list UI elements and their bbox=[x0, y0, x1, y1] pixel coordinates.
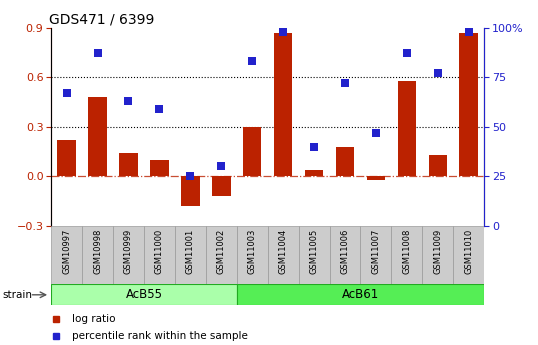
Bar bbox=[428, 155, 447, 176]
Text: AcB55: AcB55 bbox=[125, 288, 162, 301]
Bar bbox=[267, 226, 299, 285]
Text: GDS471 / 6399: GDS471 / 6399 bbox=[49, 12, 154, 27]
Bar bbox=[398, 80, 416, 176]
Point bbox=[279, 29, 287, 34]
Text: GSM11006: GSM11006 bbox=[341, 229, 350, 274]
Bar bbox=[57, 140, 76, 176]
Bar bbox=[237, 226, 267, 285]
Point bbox=[62, 90, 71, 96]
Text: percentile rank within the sample: percentile rank within the sample bbox=[72, 332, 247, 341]
Point bbox=[402, 51, 411, 56]
Bar bbox=[144, 226, 175, 285]
Bar bbox=[212, 176, 230, 196]
Bar bbox=[237, 284, 484, 305]
Bar bbox=[51, 284, 237, 305]
Point bbox=[341, 80, 349, 86]
Text: GSM11005: GSM11005 bbox=[309, 229, 318, 274]
Bar bbox=[274, 32, 292, 176]
Text: GSM11001: GSM11001 bbox=[186, 229, 195, 274]
Point bbox=[310, 144, 318, 149]
Text: AcB61: AcB61 bbox=[342, 288, 379, 301]
Text: GSM11007: GSM11007 bbox=[371, 229, 380, 274]
Text: GSM11010: GSM11010 bbox=[464, 229, 473, 274]
Point bbox=[248, 59, 257, 64]
Bar bbox=[181, 176, 200, 206]
Bar bbox=[113, 226, 144, 285]
Text: GSM10997: GSM10997 bbox=[62, 229, 71, 274]
Point bbox=[434, 70, 442, 76]
Text: strain: strain bbox=[3, 290, 33, 299]
Bar bbox=[305, 170, 323, 176]
Bar bbox=[422, 226, 453, 285]
Bar bbox=[299, 226, 329, 285]
Text: GSM11009: GSM11009 bbox=[433, 229, 442, 274]
Bar bbox=[150, 160, 168, 176]
Bar bbox=[336, 147, 354, 176]
Bar bbox=[391, 226, 422, 285]
Bar bbox=[88, 97, 107, 176]
Text: GSM10998: GSM10998 bbox=[93, 229, 102, 274]
Text: GSM11008: GSM11008 bbox=[402, 229, 412, 274]
Bar bbox=[329, 226, 360, 285]
Text: GSM11000: GSM11000 bbox=[155, 229, 164, 274]
Bar bbox=[119, 153, 138, 176]
Text: GSM11003: GSM11003 bbox=[247, 229, 257, 274]
Bar bbox=[243, 127, 261, 176]
Text: GSM11004: GSM11004 bbox=[279, 229, 288, 274]
Point bbox=[155, 106, 164, 112]
Bar bbox=[82, 226, 113, 285]
Point bbox=[464, 29, 473, 34]
Point bbox=[124, 98, 133, 104]
Point bbox=[372, 130, 380, 136]
Bar bbox=[175, 226, 206, 285]
Bar bbox=[51, 226, 82, 285]
Text: log ratio: log ratio bbox=[72, 314, 115, 324]
Point bbox=[186, 174, 195, 179]
Bar bbox=[206, 226, 237, 285]
Point bbox=[217, 164, 225, 169]
Text: GSM10999: GSM10999 bbox=[124, 229, 133, 274]
Point bbox=[93, 51, 102, 56]
Bar bbox=[366, 176, 385, 180]
Bar bbox=[453, 226, 484, 285]
Bar bbox=[360, 226, 391, 285]
Bar bbox=[459, 32, 478, 176]
Text: GSM11002: GSM11002 bbox=[217, 229, 226, 274]
